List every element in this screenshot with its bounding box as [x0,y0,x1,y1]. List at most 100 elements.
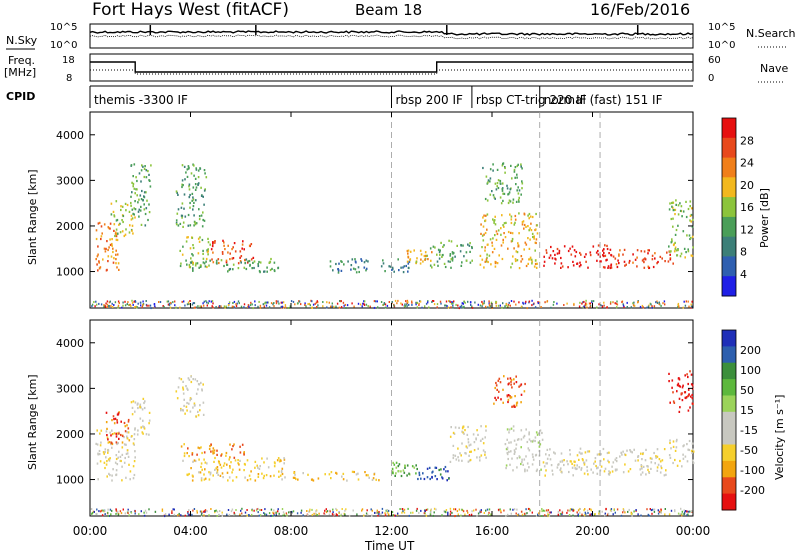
power-cell [610,266,613,269]
velocity-cell [188,455,190,458]
velocity-cell [136,403,139,406]
velocity-ground-cell [628,508,630,511]
velocity-ground-cell [104,509,106,512]
power-ground-cell [552,303,555,306]
velocity-ground-cell [531,511,533,514]
power-cell [501,164,504,167]
power-cell [491,251,494,254]
power-ground-cell [100,303,103,306]
velocity-cell [249,478,252,481]
power-ground-cell [660,304,662,307]
power-cell [684,256,686,259]
power-cell [517,192,520,195]
velocity-ground-cell [173,508,175,511]
power-cell [120,208,122,212]
velocity-cell [530,440,532,443]
velocity-cell [355,473,358,476]
velocity-ground-cell [485,509,487,512]
velocity-cell [599,459,602,462]
power-ground-cell [653,305,656,308]
power-cell [355,261,357,264]
power-ground-cell [235,303,237,306]
velocity-ground-cell [199,510,202,513]
power-cell [426,254,428,257]
power-cell [130,214,133,217]
power-ground-cell [163,305,165,308]
power-ground-cell [415,303,417,306]
power-cell [516,176,518,179]
velocity-ground-cell [681,510,683,513]
power-cell [666,251,668,254]
velocity-cell [539,429,542,432]
power-ground-cell [436,306,438,309]
power-cell [506,187,509,190]
power-cell [520,193,522,196]
velocity-cell [215,467,217,470]
power-cell [509,231,512,234]
velocity-cell [124,430,127,433]
power-cell [642,258,645,261]
power-cell [138,198,140,201]
velocity-cell [549,458,552,461]
velocity-ground-cell [144,509,147,512]
power-cell [525,225,527,228]
power-cell [680,205,683,208]
power-ground-cell [103,305,105,308]
power-cell [689,219,691,222]
velocity-ground-cell [581,513,583,516]
power-ground-cell [91,305,93,308]
power-cell [97,245,99,248]
velocity-ground-cell [609,509,612,512]
power-cell [450,266,452,269]
power-cell [354,258,356,261]
power-ground-cell [106,300,109,303]
power-ground-cell [534,306,537,309]
velocity-cell [687,395,689,398]
power-cell [516,251,519,254]
power-cell [202,218,204,222]
velocity-ground-cell [477,512,480,515]
power-ground-cell [252,307,254,310]
power-cell [691,235,694,238]
power-cell [520,260,522,263]
velocity-cell [682,384,684,387]
velocity-cell [691,397,694,400]
velocity-cell [120,433,122,437]
velocity-cell [484,436,486,439]
velocity-cell [261,457,263,460]
power-ground-cell [616,303,619,306]
velocity-cell [248,474,251,477]
power-cell [467,243,469,246]
power-cell [232,246,234,249]
velocity-cell [105,430,108,433]
power-cell [215,259,218,262]
velocity-cell [189,399,191,402]
power-cell [130,164,133,167]
velocity-cell [443,468,445,471]
velocity-cell [140,406,142,409]
velocity-ground-cell [127,510,130,513]
velocity-ground-cell [300,511,302,514]
power-ground-cell [450,302,453,305]
velocity-ground-cell [429,513,432,516]
power-cell [191,236,194,239]
power-cell [200,186,202,189]
velocity-cell [254,466,256,469]
power-cell [495,238,498,241]
velocity-cell [186,387,188,390]
velocity-cell [445,470,447,473]
power-cell [494,182,497,185]
power-cell [672,243,675,247]
power-ground-cell [266,301,268,304]
power-ground-cell [439,300,442,303]
power-ground-cell [361,305,363,308]
power-cell [140,205,142,208]
velocity-ground-cell [467,511,469,514]
power-ground-cell [584,303,586,306]
velocity-cell [395,466,398,469]
velocity-ground-cell [328,513,331,516]
power-cell [679,202,681,205]
power-cell [192,269,194,272]
velocity-cell [681,386,684,389]
velocity-cell [493,402,495,405]
